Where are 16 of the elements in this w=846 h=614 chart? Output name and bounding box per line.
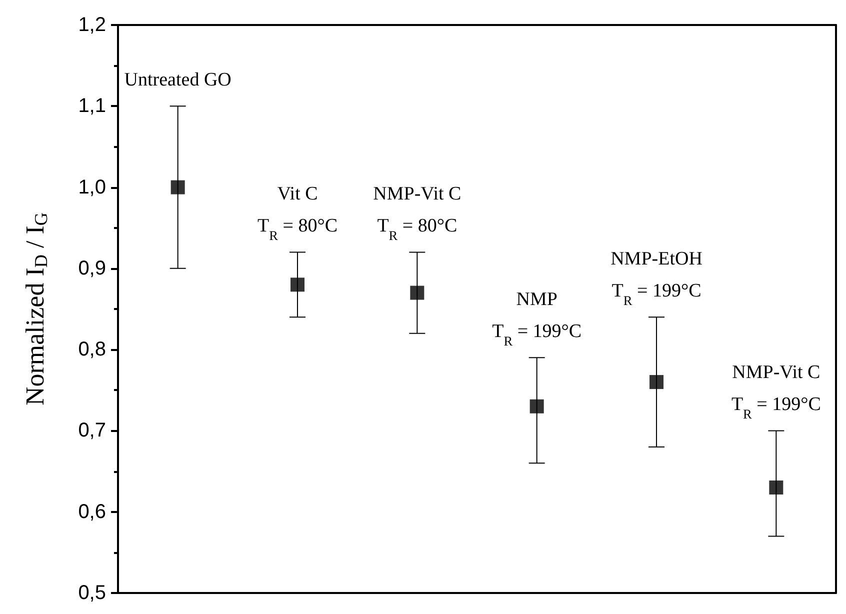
y-tick-label: 0,5	[78, 582, 106, 604]
y-tick-label: 0,7	[78, 420, 106, 442]
x-tick-label: Untreated GO	[124, 70, 232, 91]
point	[530, 399, 544, 414]
y-tick-label: 1,2	[78, 14, 106, 36]
point	[650, 375, 664, 390]
y-tick-label: 0,6	[78, 500, 106, 523]
point	[170, 180, 185, 194]
y-axis-title: Normalized ID / IG	[20, 212, 51, 406]
y-tick-label: 1,0	[78, 176, 106, 198]
point	[290, 278, 304, 292]
point	[769, 480, 784, 495]
y-tick-label: 0,8	[78, 338, 106, 361]
y-tick-label: 0,9	[78, 257, 106, 280]
point	[410, 286, 424, 300]
y-tick-label: 1,1	[78, 95, 106, 118]
